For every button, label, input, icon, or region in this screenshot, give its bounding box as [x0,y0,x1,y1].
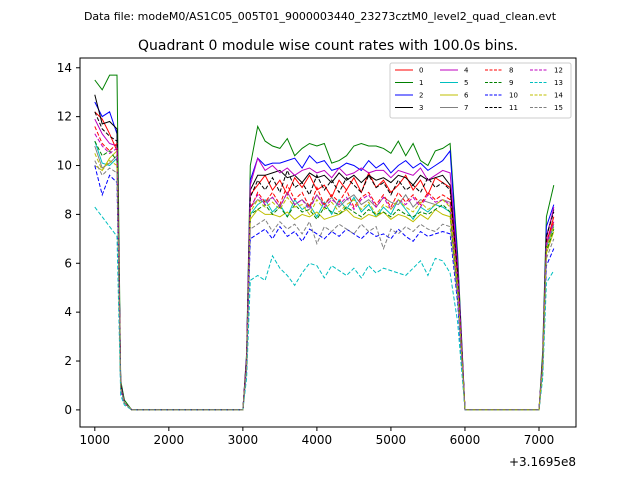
chart-title: Quadrant 0 module wise count rates with … [138,38,518,54]
legend-label-6: 6 [464,92,469,100]
data-file-label: Data file: modeM0/AS1C05_005T01_90000034… [84,10,557,23]
legend-label-0: 0 [419,67,423,75]
legend-label-10: 10 [509,92,518,100]
x-tick-label: 6000 [450,433,481,447]
x-tick-label: 2000 [154,433,185,447]
legend-label-1: 1 [419,79,423,87]
legend-label-3: 3 [419,104,423,112]
series-line-1 [94,74,555,411]
legend-label-2: 2 [419,92,423,100]
legend-label-11: 11 [509,104,518,112]
series-line-5 [94,140,555,411]
y-tick-label: 10 [57,159,72,173]
y-tick-label: 12 [57,110,72,124]
legend-label-13: 13 [554,79,563,87]
x-axis: 1000 2000 3000 4000 5000 6000 7000 [80,427,555,447]
legend-label-9: 9 [509,79,513,87]
y-tick-label: 6 [64,256,72,270]
legend-label-15: 15 [554,104,563,112]
legend-box [389,62,572,119]
series-line-14 [94,153,555,411]
y-tick-label: 8 [64,207,72,221]
series-line-10 [94,165,555,411]
legend-label-7: 7 [464,104,468,112]
plot-frame [79,57,577,428]
legend-label-4: 4 [464,67,469,75]
x-tick-label: 1000 [80,433,111,447]
x-offset-label: +3.1695e8 [509,455,576,469]
x-tick-label: 3000 [228,433,259,447]
y-tick-label: 4 [64,305,72,319]
series-line-11 [94,111,555,411]
x-tick-label: 7000 [524,433,555,447]
series-line-4 [94,118,555,411]
series-line-8 [94,126,555,411]
series-line-2 [94,101,555,411]
x-tick-label: 4000 [302,433,333,447]
x-tick-label: 5000 [376,433,407,447]
series-line-15 [94,160,555,411]
legend-label-8: 8 [509,67,513,75]
series-line-0 [94,111,555,411]
legend-label-12: 12 [554,67,563,75]
y-tick-label: 2 [64,354,72,368]
y-tick-label: 14 [57,61,72,75]
y-axis: 0 2 4 6 8 10 12 14 [57,61,80,417]
series-line-3 [94,94,555,411]
series-line-9 [94,140,555,411]
legend-label-14: 14 [554,92,563,100]
y-tick-label: 0 [64,403,72,417]
series-line-13 [94,206,555,411]
series-layer [94,74,555,411]
legend-label-5: 5 [464,79,468,87]
